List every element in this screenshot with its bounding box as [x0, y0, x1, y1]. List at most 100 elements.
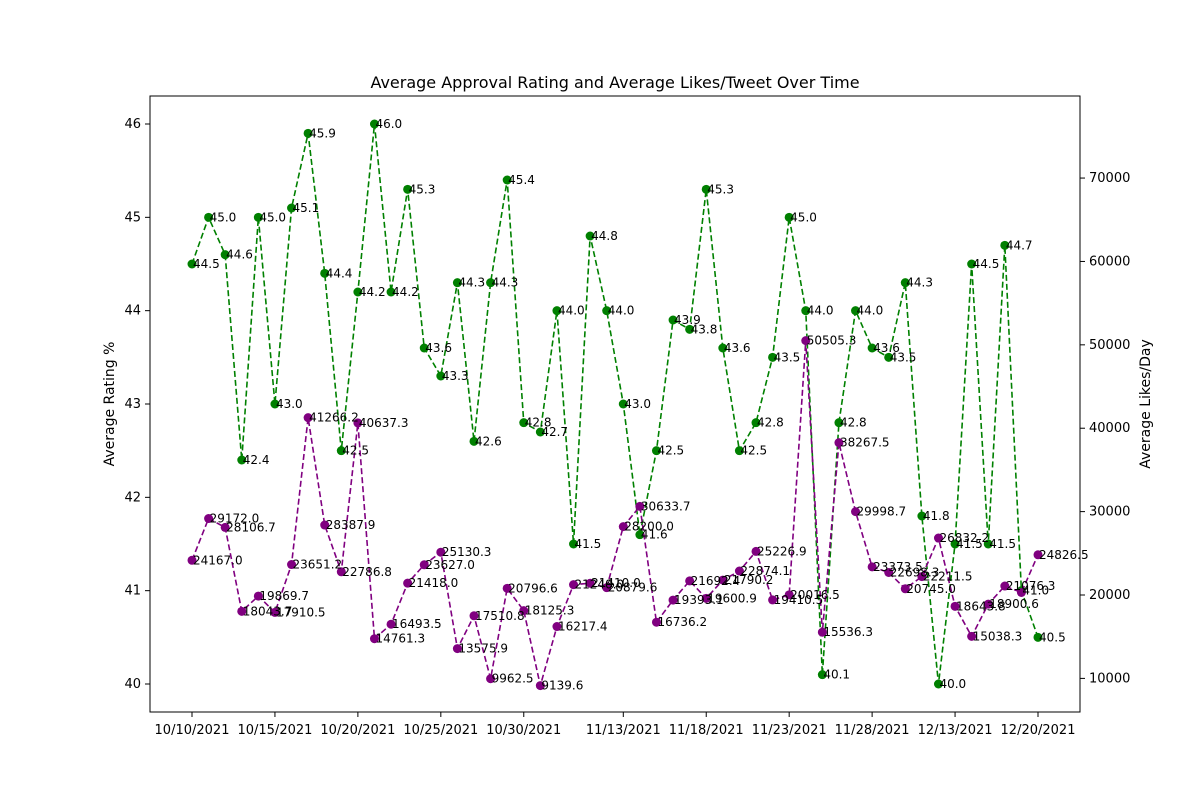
approval-rating-point	[386, 287, 396, 297]
likes-per-day-point	[237, 606, 247, 616]
approval-rating-data-label: 45.1	[293, 201, 320, 215]
likes-per-day-data-label: 18125.3	[525, 604, 575, 618]
approval-rating-point	[718, 343, 728, 353]
likes-per-day-data-label: 16217.4	[558, 620, 608, 634]
y-axis-left-tick-label: 46	[124, 117, 141, 132]
likes-per-day-data-label: 19869.7	[259, 589, 309, 603]
approval-rating-point	[419, 343, 429, 353]
approval-rating-point	[502, 175, 512, 185]
x-axis-tick-label: 12/13/2021	[918, 723, 993, 738]
likes-per-day-data-label: 17510.8	[475, 609, 525, 623]
likes-per-day-data-label: 21076.3	[1006, 579, 1056, 593]
approval-rating-point	[867, 343, 877, 353]
likes-per-day-point	[486, 674, 496, 684]
approval-rating-data-label: 44.3	[492, 276, 519, 290]
likes-per-day-point	[635, 501, 645, 511]
likes-per-day-point	[602, 583, 612, 593]
likes-per-day-data-label: 13575.9	[458, 642, 508, 656]
likes-per-day-point	[253, 591, 263, 601]
approval-rating-data-label: 42.8	[525, 416, 552, 430]
y-axis-right-tick-label: 20000	[1089, 588, 1130, 603]
likes-per-day-point	[585, 578, 595, 588]
x-axis-tick-label: 10/10/2021	[155, 723, 230, 738]
likes-per-day-data-label: 38267.5	[840, 436, 890, 450]
y-axis-right-tick-label: 10000	[1089, 671, 1130, 686]
likes-per-day-data-label: 20016.5	[790, 588, 840, 602]
approval-rating-point	[535, 427, 545, 437]
approval-rating-data-label: 42.7	[541, 425, 568, 439]
approval-rating-point	[569, 539, 579, 549]
approval-rating-data-label: 44.6	[226, 248, 253, 262]
approval-rating-point	[585, 231, 595, 241]
likes-per-day-point	[552, 622, 562, 632]
approval-rating-point	[967, 259, 977, 269]
likes-per-day-point	[933, 533, 943, 543]
likes-per-day-point	[834, 438, 844, 448]
approval-rating-point	[917, 511, 927, 521]
approval-rating-point	[336, 446, 346, 456]
likes-per-day-point	[701, 593, 711, 603]
approval-rating-point	[403, 184, 413, 194]
likes-per-day-point	[751, 546, 761, 556]
likes-per-day-data-label: 21240.0	[575, 578, 625, 592]
likes-per-day-point	[685, 576, 695, 586]
likes-per-day-point	[967, 631, 977, 641]
x-axis-tick-label: 11/18/2021	[669, 723, 744, 738]
approval-rating-data-label: 42.8	[840, 416, 867, 430]
approval-rating-data-label: 43.9	[674, 313, 701, 327]
approval-rating-data-label: 43.3	[442, 369, 469, 383]
likes-per-day-point	[403, 578, 413, 588]
likes-per-day-data-label: 23627.0	[425, 558, 475, 572]
likes-per-day-point	[668, 595, 678, 605]
likes-per-day-point	[287, 560, 297, 570]
approval-rating-point	[320, 268, 330, 278]
likes-per-day-point	[817, 627, 827, 637]
approval-rating-point	[436, 371, 446, 381]
approval-rating-data-label: 40.5	[1039, 630, 1066, 644]
approval-rating-data-label: 45.4	[508, 173, 535, 187]
approval-rating-data-label: 45.0	[790, 210, 817, 224]
approval-rating-point	[768, 352, 778, 362]
likes-per-day-data-label: 19410.5	[774, 593, 824, 607]
approval-rating-point	[187, 259, 197, 269]
approval-rating-data-label: 43.6	[425, 341, 452, 355]
approval-rating-point	[618, 399, 628, 409]
approval-rating-data-label: 45.0	[210, 210, 237, 224]
likes-per-day-point	[204, 514, 214, 524]
approval-rating-data-label: 42.4	[243, 453, 270, 467]
approval-rating-point	[1000, 240, 1010, 250]
approval-rating-data-label: 44.0	[857, 304, 884, 318]
approval-rating-data-label: 44.2	[392, 285, 419, 299]
approval-rating-data-label: 45.3	[707, 182, 734, 196]
likes-per-day-point	[336, 567, 346, 577]
data-labels: 44.5 45.0 44.6 42.4 45.0 43.0 45.1 45.9 44.4 42.5…	[193, 117, 1089, 693]
x-axis-tick-label: 12/20/2021	[1001, 723, 1076, 738]
approval-rating-point	[668, 315, 678, 325]
likes-per-day-data-label: 29998.7	[857, 505, 907, 519]
approval-rating-data-label: 45.0	[259, 210, 286, 224]
x-axis-tick-label: 11/13/2021	[586, 723, 661, 738]
axes: 40 41 42 43 44 45 46 10000 20000 30000 40000 50000 6…	[124, 95, 1130, 738]
approval-rating-point	[353, 287, 363, 297]
approval-rating-data-label: 46.0	[375, 117, 402, 131]
likes-per-day-point	[369, 634, 379, 644]
y-axis-right-tick-label: 70000	[1089, 171, 1130, 186]
likes-per-day-data-label: 14761.3	[375, 632, 425, 646]
likes-per-day-data-label: 25130.3	[442, 545, 492, 559]
likes-per-day-data-label: 30633.7	[641, 499, 691, 513]
approval-rating-point	[287, 203, 297, 213]
approval-rating-data-label: 42.5	[342, 444, 369, 458]
likes-per-day-point	[270, 607, 280, 617]
approval-rating-data-label: 44.0	[807, 304, 834, 318]
likes-per-day-data-label: 21692.4	[691, 574, 741, 588]
approval-rating-point	[983, 539, 993, 549]
x-axis-tick-label: 10/25/2021	[403, 723, 478, 738]
likes-per-day-data-label: 18643.8	[956, 599, 1006, 613]
likes-per-day-point	[884, 568, 894, 578]
likes-per-day-data-label: 21790.2	[724, 573, 774, 587]
y-axis-left-tick-label: 40	[124, 677, 141, 692]
likes-per-day-point	[303, 413, 313, 423]
likes-per-day-data-label: 24167.0	[193, 553, 243, 567]
approval-rating-data-label: 42.8	[757, 416, 784, 430]
likes-per-day-point	[867, 562, 877, 572]
